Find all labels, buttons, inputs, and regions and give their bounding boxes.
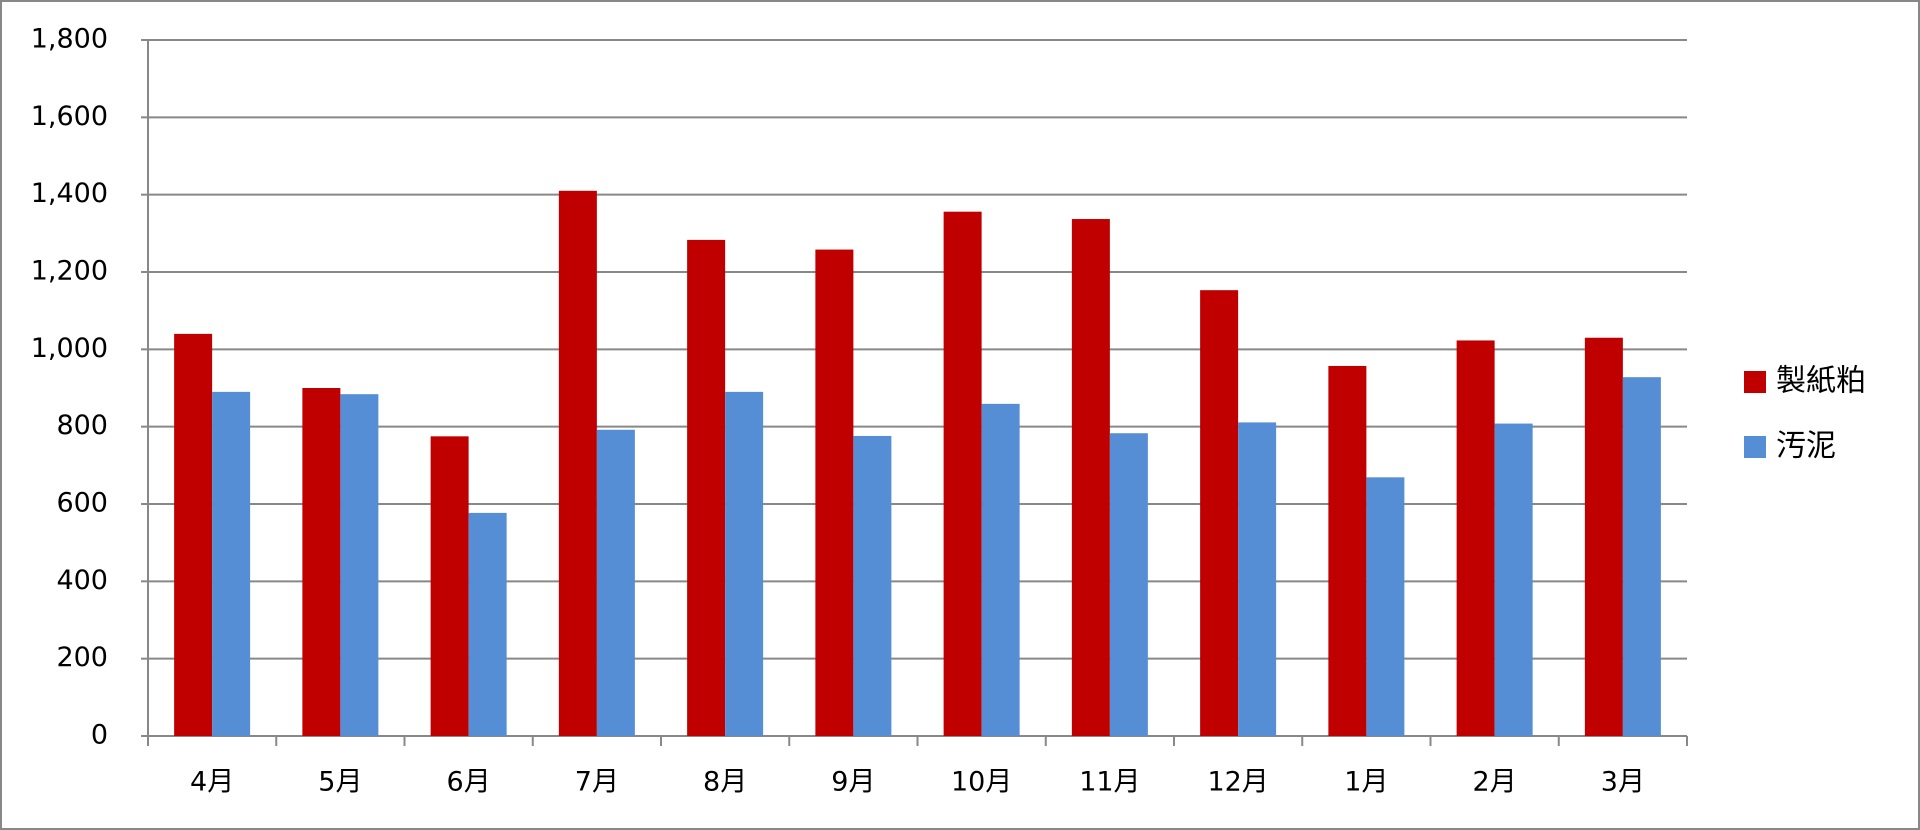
bar bbox=[1584, 337, 1623, 736]
bar bbox=[1071, 219, 1110, 736]
x-tick-label: 9月 bbox=[831, 767, 875, 798]
y-tick-label: 800 bbox=[56, 410, 108, 441]
bar bbox=[1366, 477, 1405, 736]
bar bbox=[1109, 433, 1148, 736]
bar bbox=[468, 512, 507, 736]
y-tick-label: 400 bbox=[56, 565, 108, 596]
bar bbox=[430, 436, 469, 736]
bar bbox=[596, 429, 635, 736]
bar bbox=[1494, 423, 1533, 736]
bar bbox=[687, 239, 726, 736]
bar bbox=[1622, 377, 1661, 736]
y-tick-label: 0 bbox=[91, 720, 108, 751]
legend-swatch bbox=[1744, 371, 1766, 393]
y-tick-label: 1,000 bbox=[31, 333, 108, 364]
bar bbox=[981, 403, 1020, 736]
bar bbox=[1200, 290, 1239, 736]
y-tick-label: 600 bbox=[56, 488, 108, 519]
bar bbox=[340, 394, 379, 736]
bar bbox=[853, 435, 892, 736]
x-tick-label: 4月 bbox=[190, 767, 234, 798]
y-tick-label: 1,200 bbox=[31, 256, 108, 287]
x-tick-label: 5月 bbox=[318, 767, 362, 798]
x-tick-label: 12月 bbox=[1207, 767, 1268, 798]
bar bbox=[725, 391, 764, 736]
bar bbox=[212, 391, 251, 736]
bar bbox=[943, 211, 982, 736]
bar bbox=[1328, 365, 1367, 736]
x-tick-label: 6月 bbox=[447, 767, 491, 798]
bar bbox=[558, 190, 597, 737]
x-tick-label: 8月 bbox=[703, 767, 747, 798]
legend-swatch bbox=[1744, 436, 1766, 458]
x-tick-label: 3月 bbox=[1601, 767, 1645, 798]
y-tick-label: 1,800 bbox=[31, 24, 108, 55]
bar bbox=[174, 333, 213, 736]
x-tick-label: 1月 bbox=[1344, 767, 1388, 798]
bar bbox=[815, 249, 854, 736]
bar bbox=[1456, 340, 1495, 736]
x-tick-label: 2月 bbox=[1473, 767, 1517, 798]
bar bbox=[1238, 422, 1277, 736]
x-tick-label: 7月 bbox=[575, 767, 619, 798]
bar bbox=[302, 388, 341, 736]
y-tick-label: 200 bbox=[56, 642, 108, 673]
x-tick-label: 10月 bbox=[951, 767, 1012, 798]
legend-label: 製紙粕 bbox=[1776, 364, 1866, 399]
y-tick-label: 1,600 bbox=[31, 101, 108, 132]
legend-label: 汚泥 bbox=[1776, 429, 1836, 464]
y-tick-label: 1,400 bbox=[31, 178, 108, 209]
x-tick-label: 11月 bbox=[1079, 767, 1140, 798]
